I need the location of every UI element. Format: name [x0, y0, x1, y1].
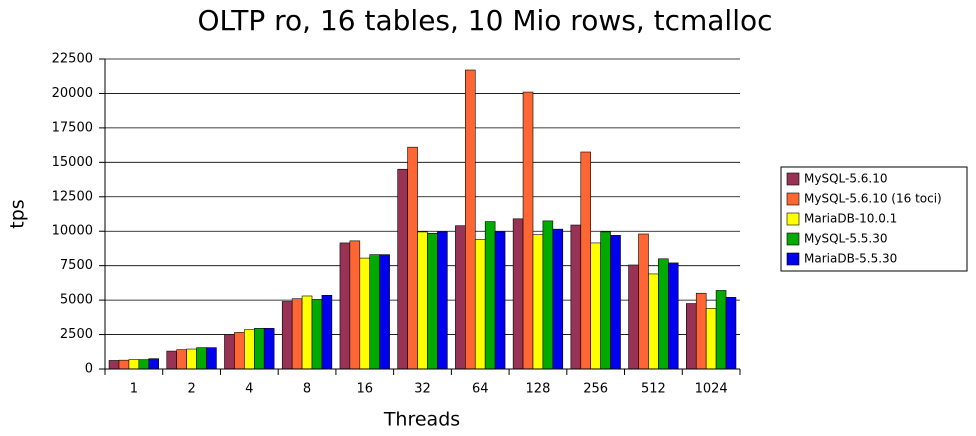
- x-tick-label: 32: [414, 382, 431, 397]
- x-tick-label: 256: [583, 382, 608, 397]
- legend-swatch: [786, 212, 800, 226]
- legend-label: MySQL-5.5.30: [804, 232, 888, 246]
- bar: [196, 347, 207, 370]
- y-tick-label: 17500: [52, 120, 93, 135]
- legend-swatch: [786, 252, 800, 266]
- legend-label: MariaDB-5.5.30: [804, 252, 897, 266]
- bar: [128, 359, 140, 370]
- y-tick-label: 15000: [52, 155, 93, 170]
- x-tick-label: 4: [245, 382, 253, 397]
- bar: [658, 258, 669, 370]
- bar: [397, 168, 408, 370]
- bar: [244, 329, 255, 370]
- bar: [176, 349, 187, 370]
- bar: [253, 328, 265, 370]
- bar: [590, 242, 601, 370]
- bar: [359, 257, 371, 370]
- bar: [552, 228, 564, 370]
- x-tick-label: 64: [472, 382, 489, 397]
- legend-label: MariaDB-10.0.1: [804, 212, 897, 226]
- bar: [427, 232, 438, 370]
- legend-swatch: [786, 232, 800, 246]
- bar: [522, 91, 534, 370]
- bar: [695, 292, 707, 370]
- bar: [186, 348, 197, 370]
- y-tick-label: 5000: [60, 293, 93, 308]
- legend-label: MySQL-5.6.10: [804, 172, 888, 186]
- bar: [484, 221, 496, 370]
- bar: [570, 224, 582, 370]
- bar: [206, 347, 217, 370]
- bar: [628, 264, 639, 370]
- bar: [138, 359, 150, 370]
- bar: [224, 334, 235, 370]
- y-tick-label: 12500: [52, 189, 93, 204]
- y-tick-label: 10000: [52, 224, 93, 239]
- bar: [234, 332, 245, 370]
- legend-label: MySQL-5.6.10 (16 toci): [804, 192, 942, 206]
- bar: [542, 220, 554, 370]
- bar: [349, 240, 361, 370]
- x-tick-label: 512: [641, 382, 666, 397]
- x-tick-label: 8: [303, 382, 311, 397]
- bar: [301, 295, 313, 370]
- bar: [263, 328, 275, 370]
- bar: [715, 290, 727, 370]
- bar: [281, 301, 293, 370]
- bar: [291, 298, 303, 370]
- x-tick-label: 1024: [695, 382, 728, 397]
- bar: [512, 218, 524, 370]
- bar: [379, 254, 390, 370]
- bar: [648, 273, 659, 370]
- legend-box: [780, 166, 968, 272]
- x-tick-label: 16: [356, 382, 373, 397]
- bar: [369, 254, 380, 370]
- chart-title: OLTP ro, 16 tables, 10 Mio rows, tcmallo…: [197, 4, 772, 37]
- bar: [532, 234, 544, 370]
- bar: [668, 262, 679, 370]
- y-tick-label: 7500: [60, 258, 93, 273]
- y-axis-label: tps: [7, 199, 29, 228]
- bar: [686, 303, 697, 370]
- x-tick-label: 2: [187, 382, 195, 397]
- bar: [311, 299, 323, 370]
- y-tick-label: 0: [85, 362, 93, 377]
- legend-swatch: [786, 192, 800, 206]
- x-tick-label: 128: [526, 382, 551, 397]
- x-tick-label: 1: [130, 382, 138, 397]
- bar: [108, 360, 120, 370]
- bar: [437, 231, 448, 370]
- bar: [705, 308, 717, 370]
- bar: [417, 231, 428, 370]
- bar: [321, 294, 333, 370]
- bar: [465, 69, 476, 370]
- bar: [610, 235, 621, 370]
- legend-swatch: [786, 172, 800, 186]
- bar: [638, 233, 649, 370]
- bar: [474, 239, 486, 370]
- y-tick-label: 22500: [52, 52, 93, 67]
- bar: [148, 358, 159, 370]
- x-axis-label: Threads: [383, 409, 460, 431]
- bar: [118, 359, 130, 370]
- y-tick-label: 2500: [60, 327, 93, 342]
- bar: [407, 146, 418, 370]
- bar: [339, 242, 351, 370]
- bar: [494, 231, 506, 370]
- bar: [166, 350, 177, 370]
- bar: [455, 225, 466, 370]
- y-tick-label: 20000: [52, 86, 93, 101]
- bar: [725, 297, 737, 370]
- bar: [580, 151, 592, 370]
- bar: [600, 231, 611, 370]
